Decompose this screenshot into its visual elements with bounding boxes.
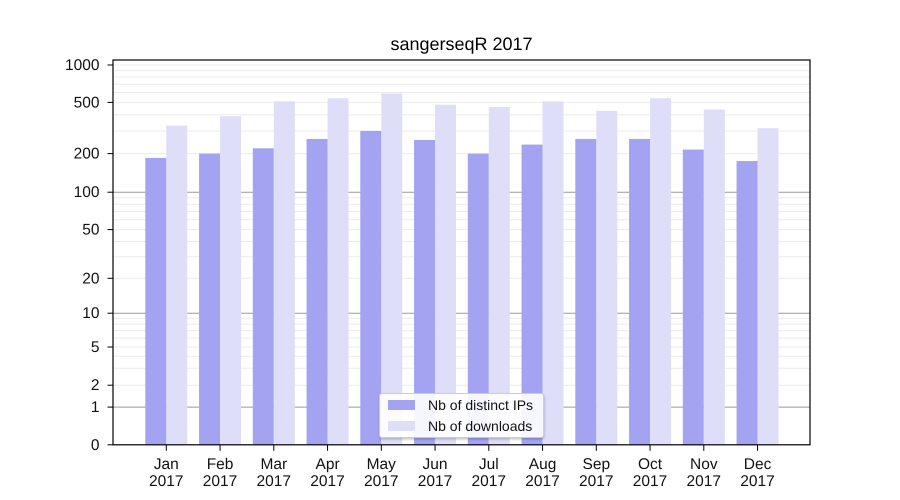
- svg-text:sangerseqR 2017: sangerseqR 2017: [390, 34, 532, 54]
- svg-text:50: 50: [82, 222, 100, 239]
- svg-text:Nov: Nov: [690, 456, 718, 473]
- svg-text:100: 100: [74, 184, 100, 201]
- svg-text:2017: 2017: [149, 473, 183, 490]
- svg-text:Apr: Apr: [315, 456, 339, 473]
- svg-text:Mar: Mar: [260, 456, 287, 473]
- svg-text:Dec: Dec: [744, 456, 772, 473]
- svg-text:2017: 2017: [203, 473, 237, 490]
- svg-text:1: 1: [91, 399, 100, 416]
- svg-text:May: May: [367, 456, 397, 473]
- svg-text:Oct: Oct: [638, 456, 663, 473]
- svg-text:Feb: Feb: [207, 456, 234, 473]
- svg-text:2017: 2017: [310, 473, 344, 490]
- svg-text:10: 10: [82, 305, 100, 322]
- svg-text:1000: 1000: [65, 57, 100, 74]
- svg-text:20: 20: [82, 270, 100, 287]
- svg-text:2017: 2017: [472, 473, 506, 490]
- svg-text:200: 200: [74, 146, 100, 163]
- svg-text:2017: 2017: [257, 473, 291, 490]
- svg-text:2: 2: [91, 377, 100, 394]
- svg-text:Aug: Aug: [529, 456, 557, 473]
- svg-text:500: 500: [74, 94, 100, 111]
- svg-text:Jun: Jun: [423, 456, 448, 473]
- svg-text:2017: 2017: [687, 473, 721, 490]
- svg-text:2017: 2017: [579, 473, 613, 490]
- svg-text:2017: 2017: [525, 473, 559, 490]
- svg-text:2017: 2017: [418, 473, 452, 490]
- svg-text:5: 5: [91, 339, 100, 356]
- svg-text:Jul: Jul: [479, 456, 499, 473]
- svg-text:0: 0: [91, 437, 100, 454]
- svg-text:2017: 2017: [740, 473, 774, 490]
- svg-text:Sep: Sep: [583, 456, 611, 473]
- svg-text:2017: 2017: [633, 473, 667, 490]
- svg-text:Jan: Jan: [154, 456, 179, 473]
- svg-text:2017: 2017: [364, 473, 398, 490]
